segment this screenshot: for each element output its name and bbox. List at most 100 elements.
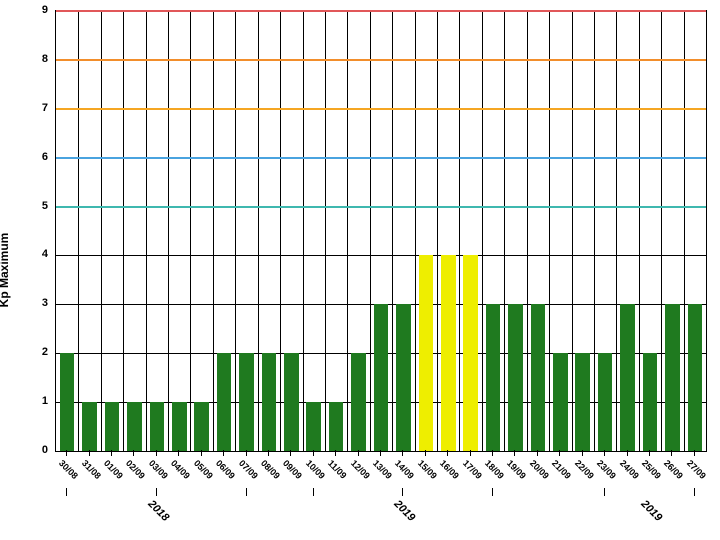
grid-line-v: [459, 11, 460, 451]
xtick-label: 16/09: [438, 458, 461, 481]
bar: [553, 353, 568, 451]
xtick-label: 05/09: [192, 458, 215, 481]
grid-line-v: [235, 11, 236, 451]
grid-line-v: [280, 11, 281, 451]
bar: [194, 402, 209, 451]
xtick-mark: [604, 450, 605, 456]
xtick-mark: [223, 450, 224, 456]
xtick-mark: [290, 450, 291, 456]
reference-line: [56, 108, 706, 110]
ytick-label: 1: [18, 395, 48, 407]
grid-line-v: [684, 11, 685, 451]
year-tick-mark: [156, 488, 157, 496]
ytick-label: 7: [18, 102, 48, 114]
xtick-mark: [671, 450, 672, 456]
xtick-label: 19/09: [505, 458, 528, 481]
bar: [508, 304, 523, 451]
plot-area: [55, 10, 707, 452]
xtick-label: 08/09: [259, 458, 282, 481]
grid-line-v: [168, 11, 169, 451]
grid-line-v: [549, 11, 550, 451]
reference-line: [56, 157, 706, 159]
bar: [486, 304, 501, 451]
xtick-mark: [470, 450, 471, 456]
reference-line: [56, 59, 706, 61]
grid-line-v: [616, 11, 617, 451]
xtick-mark: [313, 450, 314, 456]
year-tick-mark: [604, 488, 605, 496]
xtick-mark: [537, 450, 538, 456]
bar: [351, 353, 366, 451]
xtick-mark: [201, 450, 202, 456]
xtick-label: 13/09: [371, 458, 394, 481]
bar: [575, 353, 590, 451]
year-label: 2019: [392, 498, 418, 524]
xtick-mark: [335, 450, 336, 456]
bar: [127, 402, 142, 451]
xtick-label: 07/09: [236, 458, 259, 481]
grid-line-v: [347, 11, 348, 451]
grid-line-h: [56, 255, 706, 256]
grid-line-v: [572, 11, 573, 451]
grid-line-v: [190, 11, 191, 451]
chart-container: Kp Maximum 0123456789 30/0831/0801/0902/…: [0, 0, 720, 540]
xtick-label: 25/09: [640, 458, 663, 481]
reference-line: [56, 206, 706, 208]
bar: [441, 255, 456, 451]
ytick-label: 6: [18, 151, 48, 163]
grid-line-v: [370, 11, 371, 451]
xtick-label: 02/09: [124, 458, 147, 481]
year-label: 2018: [145, 498, 171, 524]
bar: [262, 353, 277, 451]
xtick-label: 20/09: [528, 458, 551, 481]
grid-line-v: [146, 11, 147, 451]
xtick-label: 18/09: [483, 458, 506, 481]
xtick-label: 23/09: [595, 458, 618, 481]
bar: [284, 353, 299, 451]
grid-line-v: [504, 11, 505, 451]
bar: [396, 304, 411, 451]
xtick-label: 17/09: [461, 458, 484, 481]
bar: [643, 353, 658, 451]
xtick-mark: [89, 450, 90, 456]
ytick-label: 0: [18, 444, 48, 456]
grid-line-v: [392, 11, 393, 451]
xtick-mark: [66, 450, 67, 456]
bar: [531, 304, 546, 451]
bar: [374, 304, 389, 451]
grid-line-v: [325, 11, 326, 451]
year-tick-mark: [402, 488, 403, 496]
grid-line-v: [258, 11, 259, 451]
grid-line-v: [661, 11, 662, 451]
xtick-label: 10/09: [304, 458, 327, 481]
xtick-mark: [582, 450, 583, 456]
xtick-label: 30/08: [57, 458, 80, 481]
xtick-mark: [514, 450, 515, 456]
reference-line: [56, 10, 706, 12]
ytick-label: 9: [18, 4, 48, 16]
xtick-mark: [402, 450, 403, 456]
bar: [172, 402, 187, 451]
xtick-mark: [559, 450, 560, 456]
bar: [329, 402, 344, 451]
bar: [60, 353, 75, 451]
xtick-label: 12/09: [349, 458, 372, 481]
xtick-label: 06/09: [214, 458, 237, 481]
xtick-mark: [447, 450, 448, 456]
bar: [688, 304, 703, 451]
xtick-label: 26/09: [662, 458, 685, 481]
xtick-label: 27/09: [685, 458, 708, 481]
grid-line-v: [303, 11, 304, 451]
xtick-mark: [627, 450, 628, 456]
bar: [239, 353, 254, 451]
xtick-mark: [156, 450, 157, 456]
xtick-label: 04/09: [169, 458, 192, 481]
xtick-mark: [425, 450, 426, 456]
xtick-mark: [268, 450, 269, 456]
year-tick-mark: [694, 488, 695, 496]
ytick-label: 3: [18, 297, 48, 309]
grid-line-v: [594, 11, 595, 451]
xtick-mark: [358, 450, 359, 456]
bar: [306, 402, 321, 451]
xtick-mark: [246, 450, 247, 456]
